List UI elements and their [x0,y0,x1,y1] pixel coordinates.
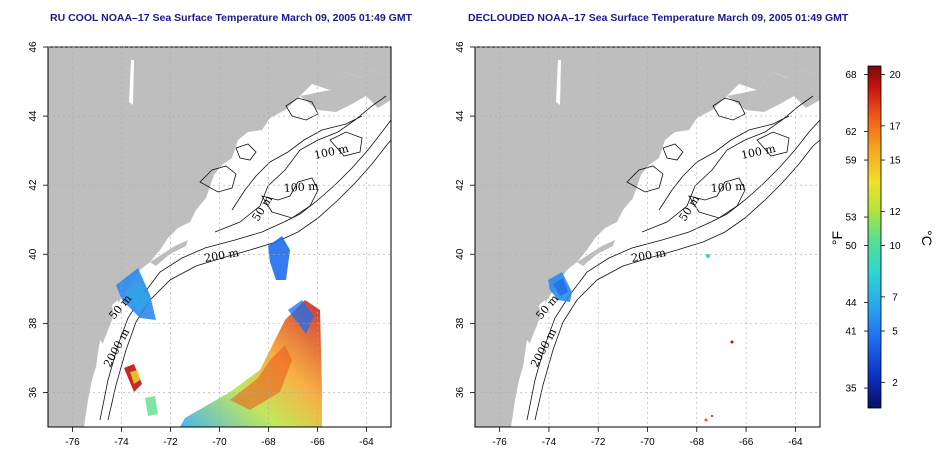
fahrenheit-tick-label: 35 [845,384,857,395]
land-mass [48,47,391,427]
x-tick-label: -70 [212,437,227,448]
y-tick-label: 42 [28,179,39,191]
right-map-title: DECLOUDED NOAA–17 Sea Surface Temperatur… [468,12,849,24]
delaware-bay [539,300,547,316]
x-tick-label: -66 [739,437,754,448]
y-tick-label: 46 [455,41,466,53]
fahrenheit-tick-label: 59 [845,156,857,167]
nova-scotia-land [300,70,391,112]
nova-scotia-land [727,70,820,112]
y-tick-label: 36 [455,386,466,398]
fahrenheit-tick-label: 50 [845,241,857,252]
x-tick-label: -68 [690,437,705,448]
celsius-tick-label: 17 [889,121,901,132]
celsius-unit-label: °C [919,230,935,246]
x-tick-label: -72 [163,437,178,448]
fahrenheit-tick-label: 44 [845,298,857,309]
left-map-title: RU COOL NOAA–17 Sea Surface Temperature … [50,12,413,24]
x-tick-label: -68 [261,437,276,448]
fahrenheit-tick-label: 68 [845,70,857,81]
celsius-tick-label: 12 [889,207,901,218]
chesapeake-bay [520,340,531,395]
y-tick-label: 40 [455,248,466,260]
x-tick-label: -72 [591,437,606,448]
left-map-grid [48,46,391,427]
long-island-land [150,240,188,266]
right-map-grid [475,46,820,427]
fahrenheit-unit-label: °F [829,231,845,245]
contour-label: 100 m [283,180,319,195]
y-tick-label: 38 [455,317,466,329]
contour-label: 200 m [630,246,667,265]
long-island-land [577,240,615,266]
y-tick-label: 46 [28,41,39,53]
x-tick-label: -74 [542,437,557,448]
y-tick-label: 42 [455,179,466,191]
fahrenheit-tick-label: 62 [845,127,857,138]
contour-label: 100 m [710,180,746,195]
fahrenheit-tick-label: 41 [845,327,857,338]
x-tick-label: -66 [310,437,325,448]
left-map-axes: -76 -74 -72 -70 -68 -66 -64 36 38 40 42 44 46 [28,41,374,448]
x-tick-label: -70 [640,437,655,448]
celsius-tick-label: 15 [889,156,901,167]
celsius-tick-label: 7 [892,292,898,303]
lake-champlain [129,60,134,105]
colorbar-gradient [867,65,882,409]
fahrenheit-tick-label: 53 [845,213,857,224]
x-tick-label: -76 [65,437,80,448]
y-tick-label: 44 [455,110,466,122]
colorbar-ticks: 20 17 15 12 10 7 5 2 68 62 59 53 50 44 41 35 [845,70,901,395]
lake-champlain [556,60,561,105]
sst-swaths [548,254,734,422]
x-tick-label: -64 [788,437,803,448]
contour-label: 50 m [250,193,276,224]
temperature-colorbar: 20 17 15 12 10 7 5 2 68 62 59 53 50 44 41 35 °F °C [829,65,935,409]
celsius-tick-label: 20 [889,70,901,81]
sst-swaths [116,236,322,427]
contour-label: 100 m [740,142,777,162]
x-tick-label: -76 [492,437,507,448]
land-mass [475,47,820,427]
chesapeake-bay [93,340,104,395]
right-map-axes: -76 -74 -72 -70 -68 -66 -64 36 38 40 42 44 46 [455,41,803,448]
celsius-tick-label: 2 [892,378,898,389]
y-tick-label: 40 [28,248,39,260]
delaware-bay [112,300,120,316]
x-tick-label: -74 [114,437,129,448]
celsius-tick-label: 5 [892,327,898,338]
contour-label: 100 m [313,142,350,162]
y-tick-label: 38 [28,317,39,329]
y-tick-label: 36 [28,386,39,398]
contour-label: 200 m [203,246,240,265]
contour-label: 50 m [677,193,703,224]
x-tick-label: -64 [359,437,374,448]
celsius-tick-label: 10 [889,241,901,252]
y-tick-label: 44 [28,110,39,122]
